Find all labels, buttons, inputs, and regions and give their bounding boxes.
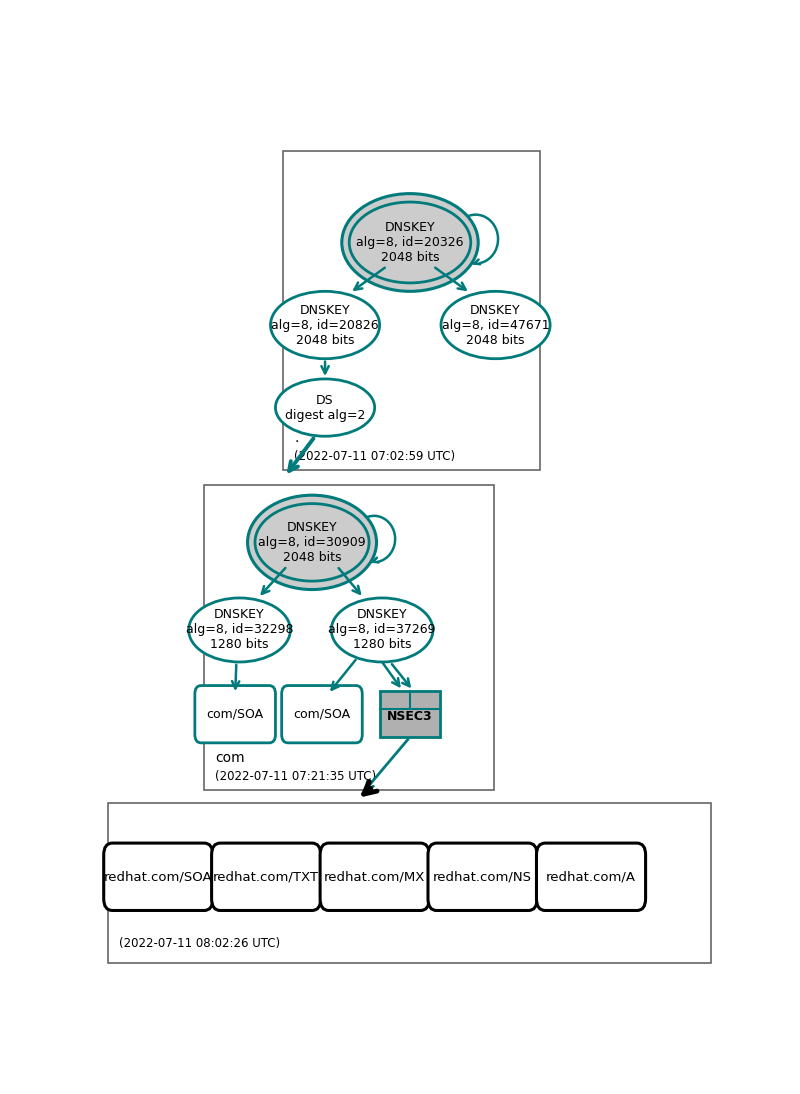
Text: DNSKEY
alg=8, id=32298
1280 bits: DNSKEY alg=8, id=32298 1280 bits [186, 608, 294, 651]
Ellipse shape [275, 379, 374, 437]
Text: com/SOA: com/SOA [294, 708, 350, 721]
Text: DNSKEY
alg=8, id=30909
2048 bits: DNSKEY alg=8, id=30909 2048 bits [258, 521, 366, 563]
Bar [283, 151, 540, 470]
Ellipse shape [255, 503, 369, 581]
Text: redhat.com/A: redhat.com/A [546, 871, 636, 883]
FancyBboxPatch shape [195, 686, 275, 743]
Text: DNSKEY
alg=8, id=20826
2048 bits: DNSKEY alg=8, id=20826 2048 bits [271, 303, 379, 347]
Text: redhat.com/NS: redhat.com/NS [433, 871, 532, 883]
Text: DS
digest alg=2: DS digest alg=2 [285, 394, 366, 421]
Ellipse shape [247, 496, 377, 590]
Text: redhat.com/TXT: redhat.com/TXT [213, 871, 319, 883]
Text: (2022-07-11 07:21:35 UTC): (2022-07-11 07:21:35 UTC) [215, 770, 377, 783]
Ellipse shape [189, 598, 290, 662]
Text: redhat.com/MX: redhat.com/MX [324, 871, 426, 883]
Text: (2022-07-11 08:02:26 UTC): (2022-07-11 08:02:26 UTC) [119, 938, 280, 950]
FancyBboxPatch shape [104, 843, 213, 910]
Bar [204, 485, 494, 790]
Text: redhat.com/SOA: redhat.com/SOA [104, 871, 213, 883]
Text: DNSKEY
alg=8, id=37269
1280 bits: DNSKEY alg=8, id=37269 1280 bits [328, 608, 436, 651]
Text: DNSKEY
alg=8, id=47671
2048 bits: DNSKEY alg=8, id=47671 2048 bits [442, 303, 550, 347]
Text: com: com [215, 750, 245, 765]
Ellipse shape [342, 194, 478, 291]
FancyBboxPatch shape [320, 843, 430, 910]
FancyBboxPatch shape [282, 686, 362, 743]
Ellipse shape [270, 291, 380, 359]
Text: DNSKEY
alg=8, id=20326
2048 bits: DNSKEY alg=8, id=20326 2048 bits [356, 221, 464, 264]
Text: (2022-07-11 07:02:59 UTC): (2022-07-11 07:02:59 UTC) [294, 450, 455, 463]
Ellipse shape [441, 291, 550, 359]
Bar [380, 691, 440, 737]
Ellipse shape [350, 202, 470, 283]
Text: redhat.com: redhat.com [119, 894, 199, 908]
Ellipse shape [331, 598, 433, 662]
Text: NSEC3: NSEC3 [387, 710, 433, 723]
Bar [108, 803, 710, 963]
Text: .: . [294, 431, 298, 444]
Text: com/SOA: com/SOA [206, 708, 264, 721]
FancyBboxPatch shape [537, 843, 646, 910]
FancyBboxPatch shape [211, 843, 321, 910]
FancyBboxPatch shape [428, 843, 537, 910]
